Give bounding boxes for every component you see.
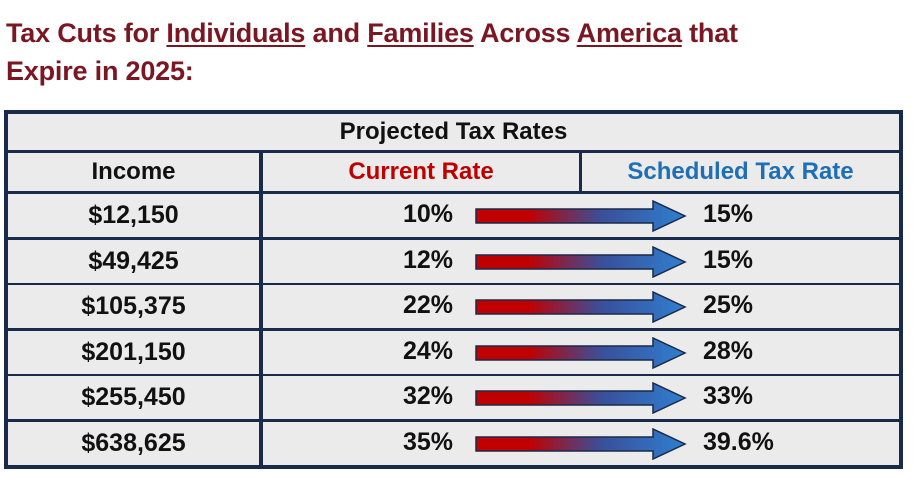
arrow-icon <box>475 382 687 414</box>
table-caption: Projected Tax Rates <box>8 114 899 150</box>
title-families: Families <box>367 18 474 48</box>
arrow-icon <box>475 291 687 323</box>
scheduled-rate-cell: 39.6% <box>703 428 774 456</box>
title-line2: Expire in 2025: <box>6 56 194 86</box>
scheduled-rate-header: Scheduled Tax Rate <box>582 153 899 191</box>
income-cell: $12,150 <box>8 194 259 237</box>
arrow-icon <box>475 428 687 460</box>
scheduled-rate-cell: 28% <box>703 337 754 365</box>
arrow-icon <box>475 337 687 369</box>
table-row: 12% 15% <box>263 240 899 283</box>
table-row: 10% 15% <box>263 194 899 237</box>
table-row: 22% 25% <box>263 285 899 328</box>
title-individuals: Individuals <box>166 18 306 48</box>
income-cell: $105,375 <box>8 285 259 328</box>
current-rate-header: Current Rate <box>263 153 579 191</box>
income-cell: $49,425 <box>8 240 259 283</box>
current-rate-cell: 12% <box>402 246 453 274</box>
scheduled-rate-cell: 15% <box>703 200 754 228</box>
arrow-icon <box>475 200 687 232</box>
tax-rates-table: Projected Tax Rates Income Current Rate … <box>4 110 903 469</box>
income-cell: $255,450 <box>8 376 259 419</box>
table-row: 24% 28% <box>263 331 899 374</box>
scheduled-rate-cell: 15% <box>703 246 754 274</box>
current-rate-cell: 35% <box>402 428 453 456</box>
current-rate-cell: 24% <box>402 337 453 365</box>
table-row: 32% 33% <box>263 376 899 419</box>
current-rate-cell: 22% <box>402 291 453 319</box>
income-cell: $201,150 <box>8 331 259 374</box>
scheduled-rate-cell: 33% <box>703 382 754 410</box>
table-row: 35% 39.6% <box>263 422 899 465</box>
page-title: Tax Cuts for Individuals and Families Ac… <box>6 18 738 86</box>
income-header: Income <box>8 153 259 191</box>
current-rate-cell: 32% <box>402 382 453 410</box>
arrow-icon <box>475 246 687 278</box>
income-cell: $638,625 <box>8 422 259 465</box>
scheduled-rate-cell: 25% <box>703 291 754 319</box>
title-america: America <box>576 18 682 48</box>
current-rate-cell: 10% <box>402 200 453 228</box>
